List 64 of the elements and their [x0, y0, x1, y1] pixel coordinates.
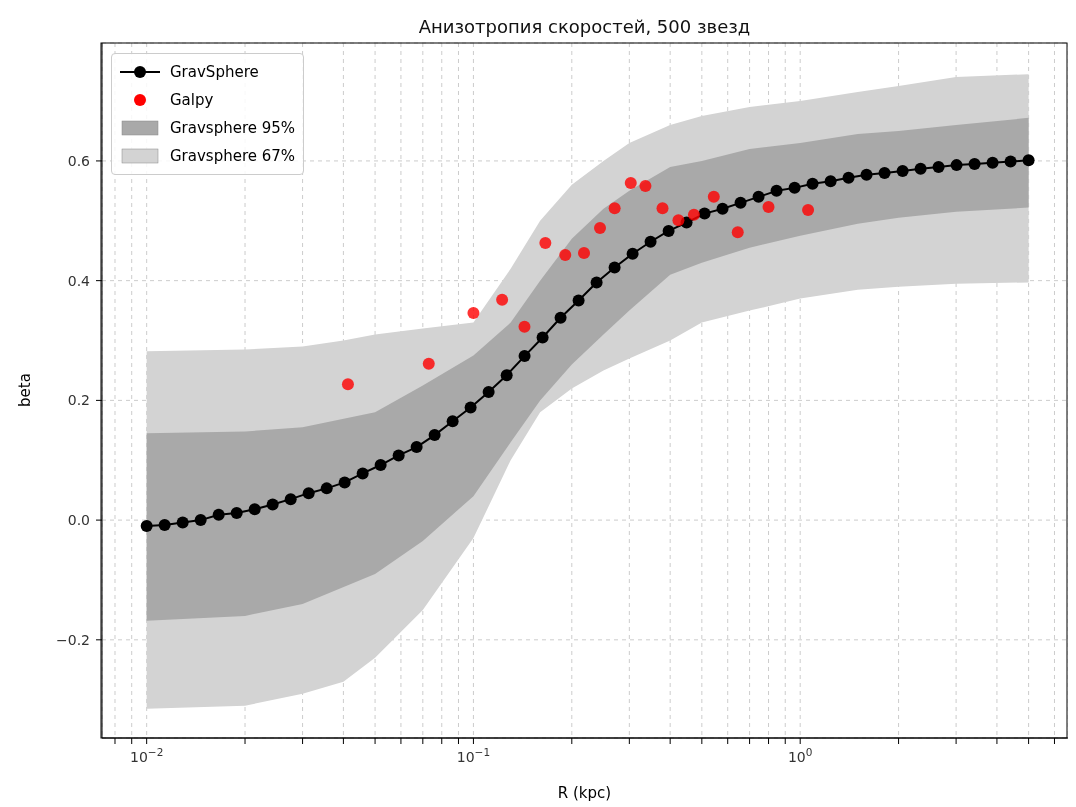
- point: [716, 202, 729, 215]
- x-axis-title: R (kpc): [556, 784, 613, 802]
- legend-label: Galpy: [170, 91, 214, 109]
- y-tick-label: 0.6: [67, 152, 91, 169]
- x-tick-label: 10$^{−2}$: [130, 746, 164, 765]
- point: [986, 156, 999, 169]
- point: [266, 498, 279, 511]
- point: [194, 514, 207, 527]
- point: [140, 520, 153, 533]
- x-tick-label: 10$^{0}$: [787, 746, 813, 765]
- point: [554, 311, 567, 324]
- y-tick-label: −0.2: [56, 631, 90, 648]
- point: [824, 175, 837, 188]
- point: [788, 181, 801, 194]
- legend-label: Gravsphere 67%: [170, 147, 296, 165]
- point: [320, 482, 333, 495]
- point: [572, 294, 585, 307]
- point: [878, 166, 891, 179]
- legend-label: Gravsphere 95%: [170, 119, 296, 137]
- point: [644, 235, 657, 248]
- point: [248, 503, 261, 516]
- point: [734, 196, 747, 209]
- point: [302, 487, 315, 500]
- point: [410, 441, 423, 454]
- point: [212, 508, 225, 521]
- point: [284, 493, 297, 506]
- point: [356, 467, 369, 480]
- point: [896, 165, 909, 178]
- point: [662, 224, 675, 237]
- point: [1022, 154, 1035, 167]
- point: [158, 518, 171, 531]
- point: [914, 162, 927, 175]
- point: [428, 429, 441, 442]
- point: [698, 207, 711, 220]
- y-tick-label: 0.2: [67, 392, 90, 409]
- point: [626, 247, 639, 260]
- legend-label: GravSphere: [170, 63, 259, 81]
- point: [590, 276, 603, 289]
- point: [950, 159, 963, 172]
- point: [464, 401, 477, 414]
- point: [500, 369, 513, 382]
- point: [1004, 155, 1017, 168]
- point: [230, 506, 243, 519]
- point: [446, 415, 459, 428]
- point: [806, 177, 819, 190]
- point: [338, 476, 351, 489]
- point: [482, 386, 495, 398]
- point: [608, 261, 621, 274]
- point: [860, 168, 873, 181]
- point: [968, 157, 981, 170]
- point: [752, 190, 765, 203]
- x-tick-label: 10$^{−1}$: [456, 746, 491, 765]
- point: [770, 184, 783, 197]
- point: [392, 449, 405, 462]
- point: [536, 331, 549, 344]
- y-axis-title: beta: [15, 372, 34, 407]
- point: [842, 171, 855, 184]
- point: [932, 160, 945, 173]
- point: [374, 459, 387, 472]
- chart-title: Анизотропия скоростей, 500 звезд: [417, 16, 752, 37]
- y-tick-label: 0.0: [67, 512, 90, 529]
- point: [518, 350, 531, 363]
- y-tick-label: 0.4: [67, 272, 91, 289]
- point: [176, 516, 189, 529]
